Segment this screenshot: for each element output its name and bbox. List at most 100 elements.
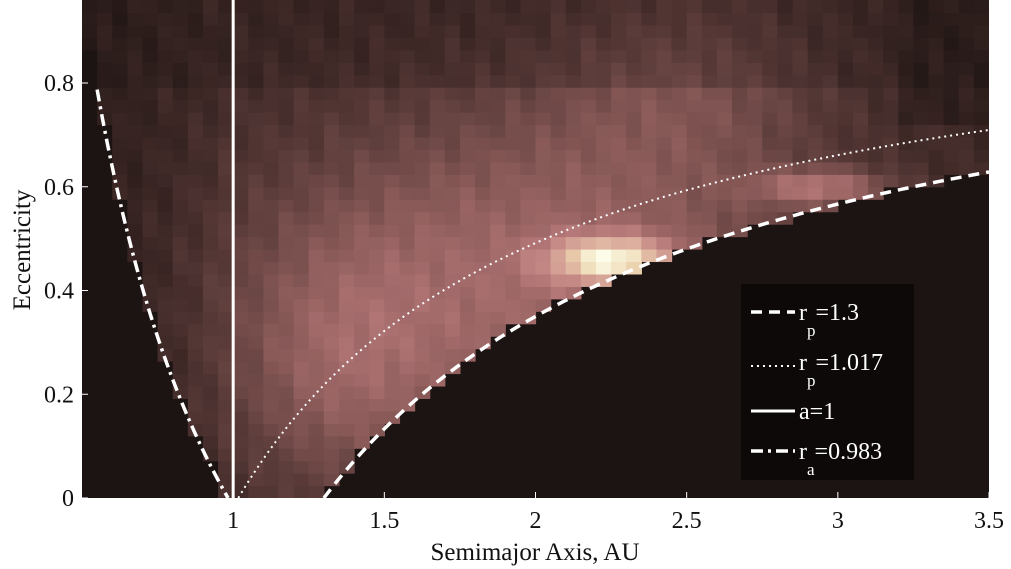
heatmap-cell — [233, 311, 249, 325]
heatmap-cell — [611, 37, 627, 51]
heatmap-cell — [354, 62, 370, 76]
heatmap-cell — [127, 37, 144, 51]
heatmap-cell — [701, 136, 718, 150]
heatmap-cell — [444, 24, 461, 38]
heatmap-cell — [338, 74, 355, 88]
heatmap-cell — [187, 336, 204, 350]
heatmap-cell — [293, 249, 310, 263]
heatmap-cell — [943, 161, 960, 175]
heatmap-cell — [459, 136, 476, 150]
heatmap-cell — [97, 99, 113, 113]
heatmap-cell — [127, 87, 144, 101]
heatmap-cell — [732, 24, 748, 38]
heatmap-cell — [822, 136, 839, 150]
heatmap-cell — [172, 323, 189, 337]
heatmap-cell — [278, 261, 295, 275]
heatmap-cell — [490, 298, 506, 312]
heatmap-cell — [475, 12, 491, 26]
heatmap-cell — [127, 161, 144, 175]
heatmap-cell — [641, 112, 658, 126]
heatmap-cell — [263, 448, 280, 462]
heatmap-cell — [626, 99, 642, 113]
heatmap-cell — [263, 174, 280, 188]
heatmap-cell — [475, 174, 491, 188]
heatmap-cell — [293, 236, 310, 250]
heatmap-cell — [656, 149, 673, 163]
heatmap-cell — [399, 273, 416, 287]
heatmap-cell — [913, 0, 930, 14]
heatmap-cell — [338, 298, 355, 312]
heatmap-cell — [218, 174, 234, 188]
heatmap-cell — [142, 49, 159, 63]
heatmap-cell — [732, 136, 748, 150]
heatmap-cell — [384, 136, 401, 150]
heatmap-cell — [338, 174, 355, 188]
heatmap-cell — [762, 37, 778, 51]
heatmap-cell — [852, 99, 869, 113]
heatmap-cell — [248, 161, 264, 175]
heatmap-cell — [520, 24, 537, 38]
heatmap-cell — [233, 174, 249, 188]
heatmap-cell — [233, 62, 249, 76]
heatmap-cell — [535, 12, 552, 26]
heatmap-cell — [898, 62, 915, 76]
heatmap-cell — [323, 124, 340, 138]
heatmap-cell — [792, 87, 809, 101]
heatmap-cell — [475, 136, 491, 150]
heatmap-cell — [550, 49, 567, 63]
heatmap-cell — [323, 323, 340, 337]
heatmap-cell — [626, 161, 642, 175]
heatmap-cell — [792, 0, 809, 14]
heatmap-cell — [157, 186, 174, 200]
heatmap-cell — [777, 74, 794, 88]
heatmap-cell — [807, 149, 824, 163]
heatmap-cell — [338, 149, 355, 163]
heatmap-cell — [580, 124, 597, 138]
heatmap-cell — [792, 174, 809, 188]
heatmap-cell — [202, 112, 219, 126]
heatmap-cell — [369, 199, 385, 213]
heatmap-cell — [550, 124, 567, 138]
heatmap-cell — [218, 373, 234, 387]
heatmap-cell — [792, 12, 809, 26]
heatmap-cell — [550, 224, 567, 238]
heatmap-cell — [716, 136, 733, 150]
heatmap-cell — [475, 0, 491, 14]
heatmap-cell — [323, 99, 340, 113]
heatmap-cell — [187, 249, 204, 263]
heatmap-cell — [127, 99, 144, 113]
heatmap-cell — [354, 99, 370, 113]
heatmap-cell — [973, 74, 989, 88]
heatmap-cell — [490, 311, 506, 325]
heatmap-cell — [656, 74, 673, 88]
heatmap-cell — [611, 199, 627, 213]
heatmap-cell — [777, 87, 794, 101]
heatmap-cell — [248, 74, 264, 88]
heatmap-cell — [399, 348, 416, 362]
heatmap-cell — [414, 124, 431, 138]
heatmap-cell — [580, 261, 597, 275]
heatmap-cell — [490, 12, 506, 26]
heatmap-cell — [187, 373, 204, 387]
heatmap-cell — [762, 87, 778, 101]
heatmap-cell — [505, 161, 521, 175]
heatmap-cell — [172, 37, 189, 51]
y-axis-title: Eccentricity — [9, 189, 36, 310]
heatmap-cell — [973, 149, 989, 163]
heatmap-cell — [308, 211, 325, 225]
heatmap-cell — [218, 0, 234, 14]
heatmap-cell — [475, 87, 491, 101]
heatmap-cell — [233, 286, 249, 300]
heatmap-cell — [248, 311, 264, 325]
heatmap-cell — [837, 0, 854, 14]
heatmap-cell — [490, 323, 506, 337]
x-tick-label: 3 — [832, 508, 844, 534]
heatmap-cell — [248, 124, 264, 138]
heatmap-cell — [444, 348, 461, 362]
heatmap-cell — [248, 174, 264, 188]
heatmap-cell — [943, 62, 960, 76]
heatmap-cell — [777, 12, 794, 26]
heatmap-cell — [308, 186, 325, 200]
heatmap-cell — [535, 211, 552, 225]
heatmap-cell — [354, 0, 370, 14]
